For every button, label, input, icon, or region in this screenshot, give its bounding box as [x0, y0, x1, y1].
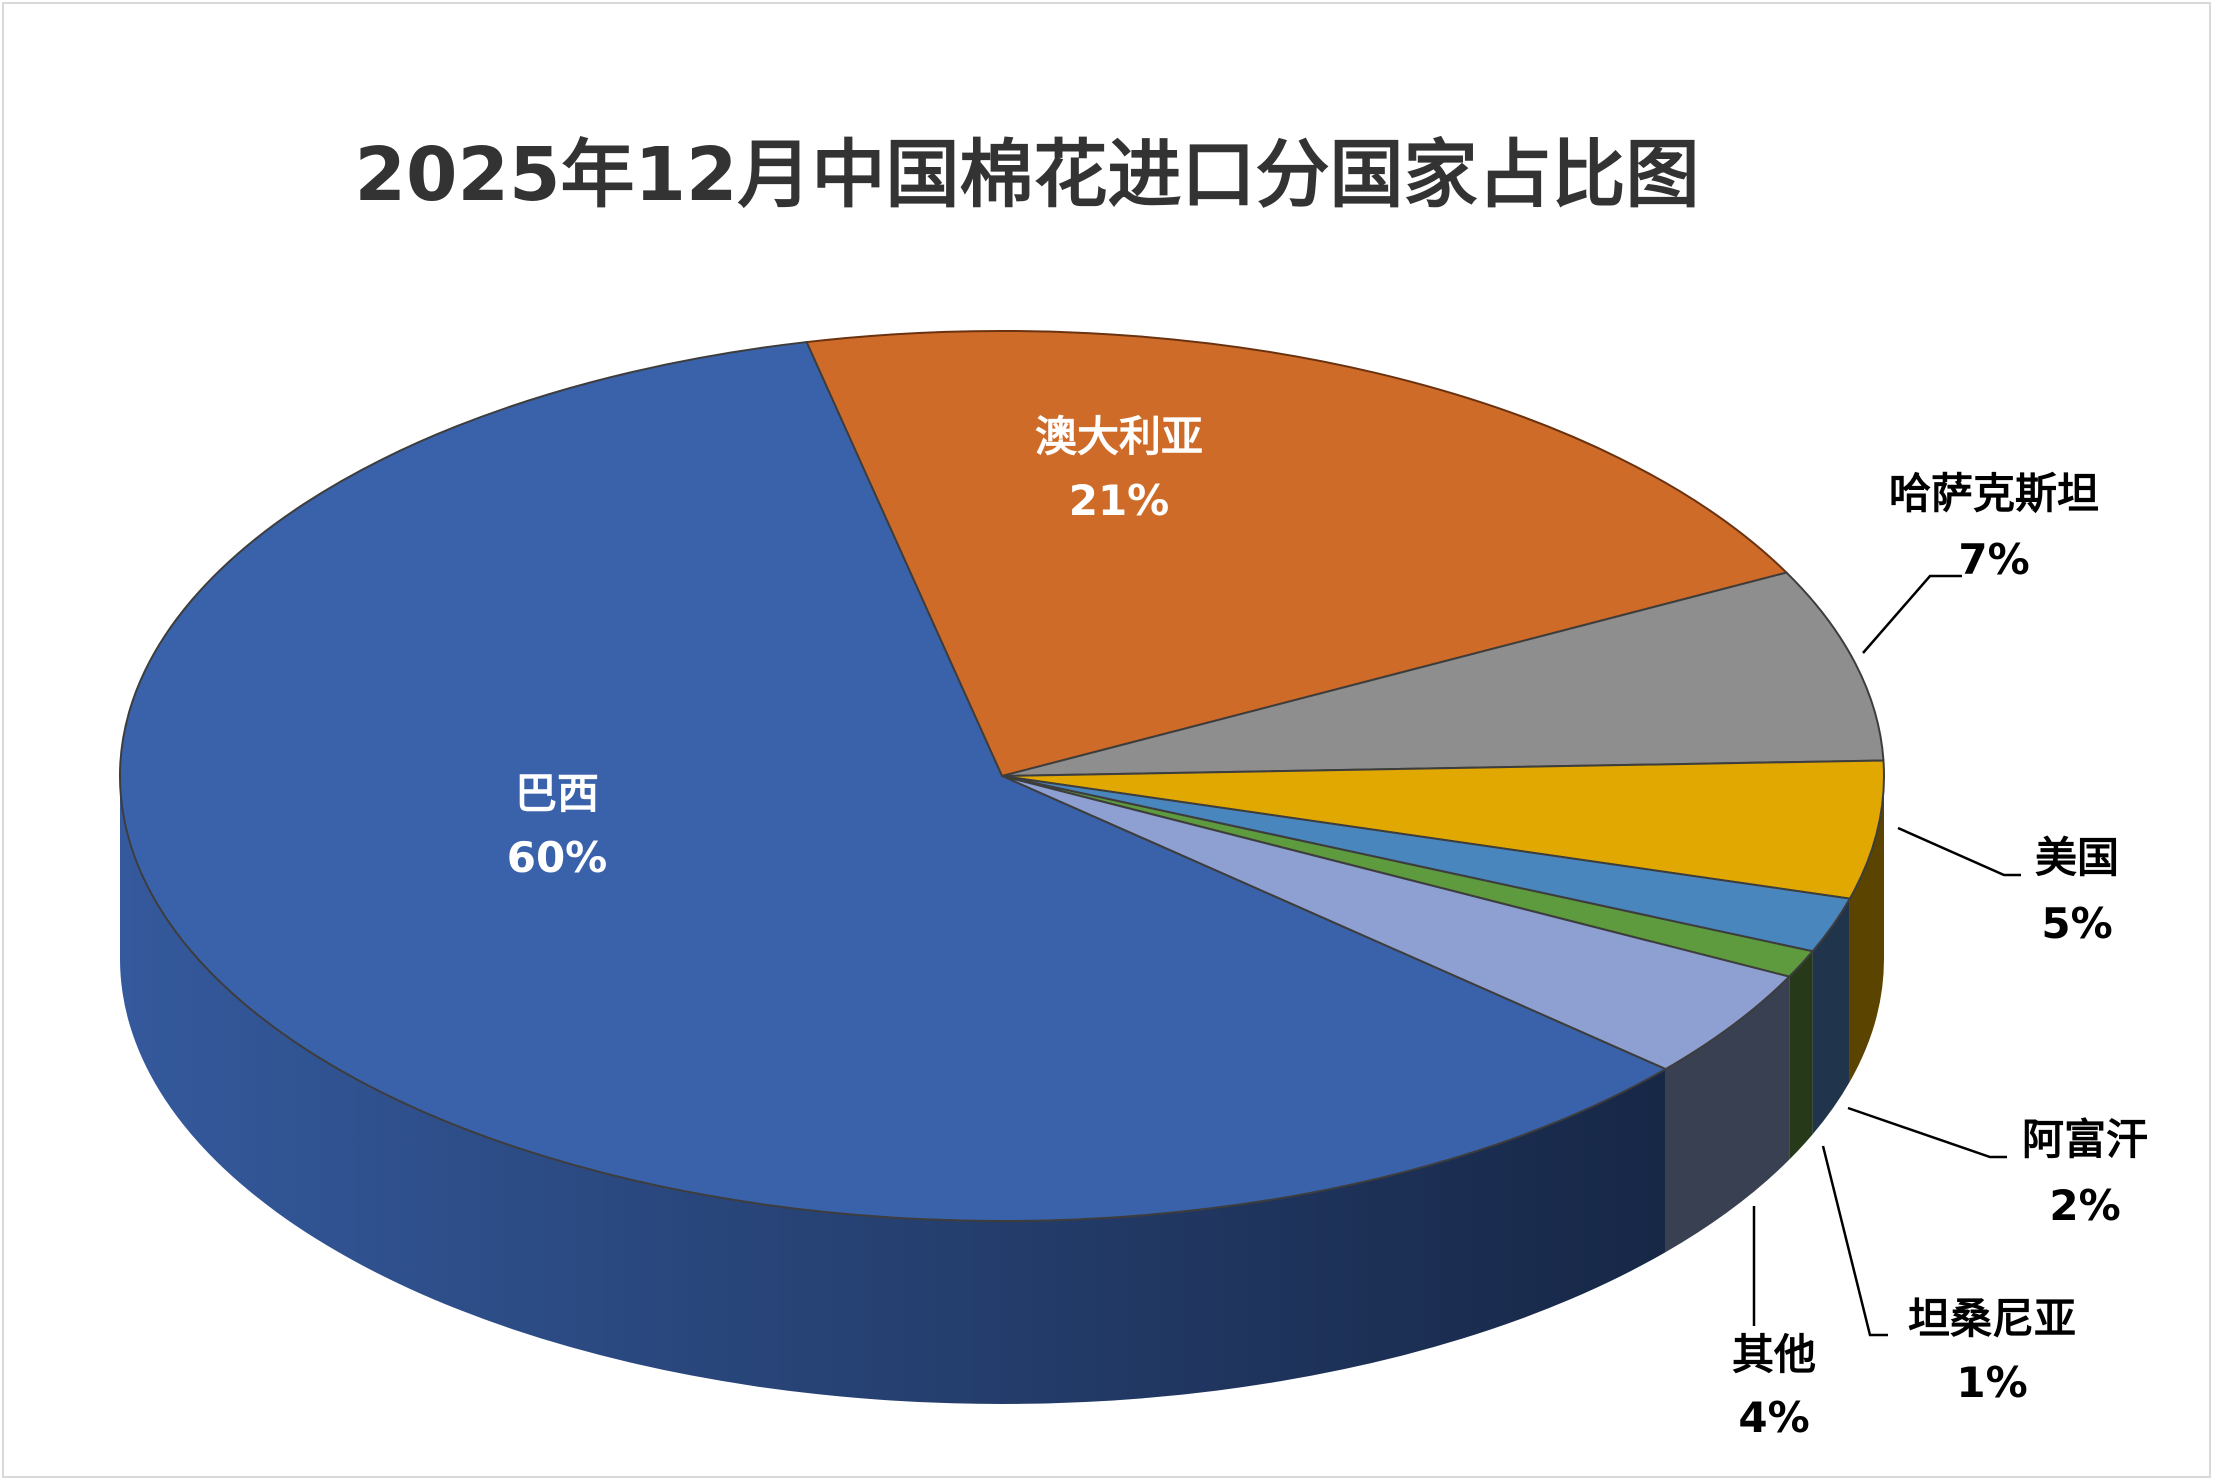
label-kazakhstan-name: 哈萨克斯坦 [1889, 469, 2099, 518]
label-tanzania-pct: 1% [1956, 1358, 2027, 1407]
pie-side-others [1665, 976, 1790, 1253]
pie-slice-australia[interactable] [805, 330, 1789, 778]
pie-side-brazil [120, 776, 1666, 1405]
pie-slice-others[interactable] [1001, 775, 1792, 1071]
label-brazil-pct: 60% [507, 833, 608, 882]
leader-line-tanzania [1821, 1145, 1888, 1337]
label-australia-pct: 21% [1069, 476, 1170, 525]
pie-slice-kazakhstan[interactable] [1001, 571, 1885, 777]
label-australia-name: 澳大利亚 [1035, 412, 1203, 461]
leader-line-usa [1897, 826, 2021, 877]
chart-title: 2025年12月中国棉花进口分国家占比图 [355, 132, 1700, 218]
label-brazil-name: 巴西 [515, 769, 599, 818]
label-usa-pct: 5% [2041, 899, 2112, 948]
pie-side-tanzania [1789, 951, 1813, 1160]
leader-line-kazakhstan [1862, 574, 1962, 654]
label-tanzania-name: 坦桑尼亚 [1908, 1294, 2076, 1343]
label-others-pct: 4% [1738, 1393, 1809, 1442]
label-others-name: 其他 [1732, 1330, 1816, 1379]
pie-slice-brazil[interactable] [119, 340, 1668, 1222]
label-usa-name: 美国 [2035, 833, 2119, 882]
leader-line-afghanistan [1847, 1106, 2007, 1159]
pie-side-usa [1849, 776, 1884, 1082]
label-afghanistan-name: 阿富汗 [2022, 1115, 2148, 1164]
pie-side-afghanistan [1812, 898, 1850, 1135]
label-kazakhstan-pct: 7% [1958, 535, 2029, 584]
label-afghanistan-pct: 2% [2049, 1181, 2120, 1230]
pie-slice-usa[interactable] [1001, 759, 1885, 900]
